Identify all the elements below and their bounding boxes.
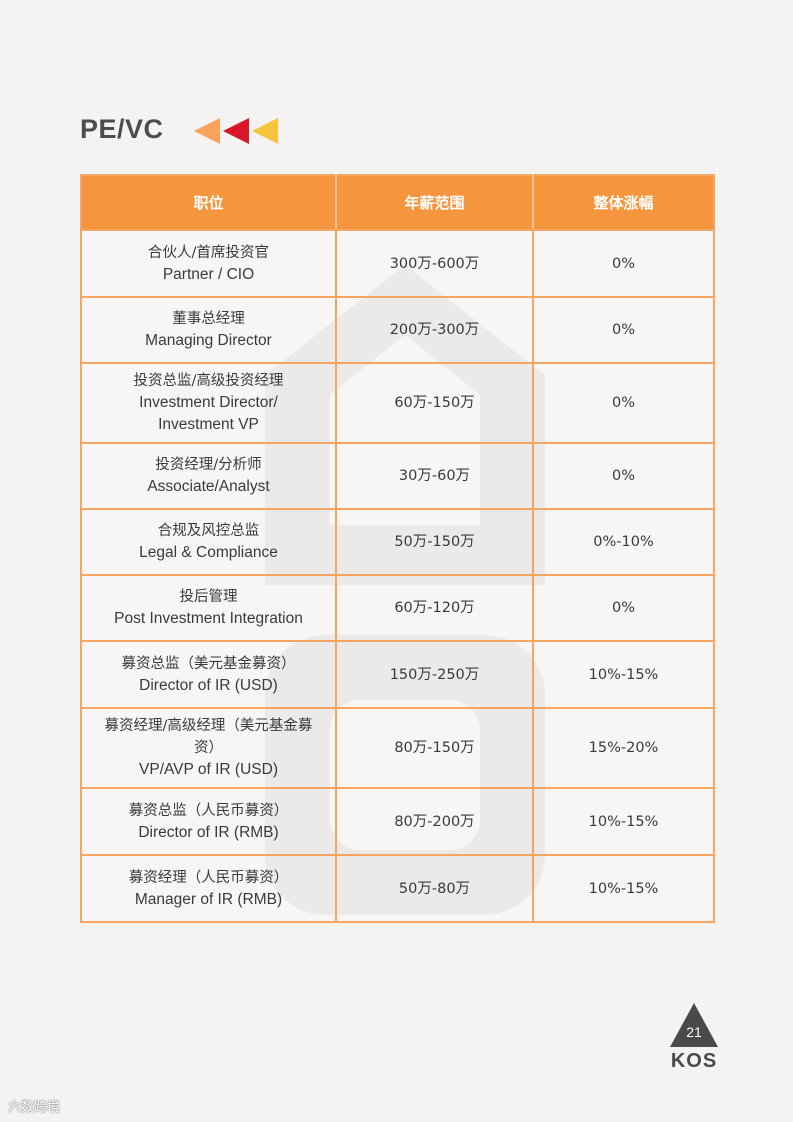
position-title-en: Managing Director: [145, 332, 272, 349]
position-title-en: Director of IR (RMB): [138, 823, 279, 841]
salary-range-cell: 60万-120万: [335, 574, 534, 642]
position-title-zh: 投资总监/高级投资经理: [133, 373, 284, 389]
increase-cell: 10%-15%: [532, 854, 715, 923]
header-overall-increase: 整体涨幅: [532, 174, 715, 231]
table-row: 募资经理（人民币募资） Manager of IR (RMB) 50万-80万 10%…: [80, 854, 715, 923]
increase-cell: 0%: [532, 362, 715, 444]
position-title-zh: 募资经理/高级经理（美元基金募: [104, 718, 313, 734]
table-row: 合规及风控总监 Legal & Compliance 50万-150万 0%-10%: [80, 508, 715, 576]
page-title: PE/VC: [80, 114, 164, 144]
source-watermark: 六数跨境: [8, 1100, 61, 1115]
header-position: 职位: [80, 174, 337, 231]
table-row: 募资经理/高级经理（美元基金募 资） VP/AVP of IR (USD) 80万-1…: [80, 707, 715, 789]
position-cell: 投后管理 Post Investment Integration: [80, 574, 337, 642]
position-cell: 募资经理/高级经理（美元基金募 资） VP/AVP of IR (USD): [80, 707, 337, 789]
table-row: 募资总监（美元基金募资） Director of IR (USD) 150万-250…: [80, 640, 715, 709]
position-cell: 募资总监（人民币募资） Director of IR (RMB): [80, 787, 337, 856]
position-title-zh: 资）: [194, 740, 223, 756]
salary-range-cell: 150万-250万: [335, 640, 534, 709]
arrows-decoration-icon: [194, 118, 278, 144]
salary-table: 职位 年薪范围 整体涨幅 合伙人/首席投资官 Partner / CIO 300万-…: [80, 174, 715, 923]
position-cell: 投资经理/分析师 Associate/Analyst: [80, 442, 337, 510]
position-title-zh: 募资经理（人民币募资）: [128, 869, 289, 886]
salary-range-cell: 60万-150万: [335, 362, 534, 444]
table-row: 合伙人/首席投资官 Partner / CIO 300万-600万 0%: [80, 229, 715, 298]
position-cell: 董事总经理 Managing Director: [80, 296, 337, 364]
salary-range-cell: 200万-300万: [335, 296, 534, 364]
increase-cell: 0%: [532, 574, 715, 642]
arrow-yellow-icon: [252, 118, 278, 144]
arrow-red-icon: [223, 118, 249, 144]
position-cell: 投资总监/高级投资经理 Investment Director/Investmen…: [80, 362, 337, 444]
salary-range-cell: 50万-150万: [335, 508, 534, 576]
salary-range-cell: 50万-80万: [335, 854, 534, 923]
salary-range-cell: 80万-200万: [335, 787, 534, 856]
table-row: 投资总监/高级投资经理 Investment Director/Investmen…: [80, 362, 715, 444]
position-title-zh: 募资总监（美元基金募资）: [121, 655, 296, 672]
triangle-logo-icon: [670, 1003, 718, 1047]
position-title-en: Investment Director/: [139, 394, 278, 411]
table-row: 投后管理 Post Investment Integration 60万-120万 0…: [80, 574, 715, 642]
increase-cell: 0%-10%: [532, 508, 715, 576]
position-title-en: Post Investment Integration: [114, 610, 303, 627]
salary-range-cell: 300万-600万: [335, 229, 534, 298]
position-title-zh: 合伙人/首席投资官: [148, 244, 269, 261]
arrow-orange-icon: [194, 118, 220, 144]
position-title-en: Associate/Analyst: [147, 478, 270, 495]
increase-cell: 10%-15%: [532, 787, 715, 856]
position-cell: 合伙人/首席投资官 Partner / CIO: [80, 229, 337, 298]
position-title-zh: 投资经理/分析师: [155, 457, 262, 473]
brand-name: KOS: [670, 1050, 718, 1072]
increase-cell: 0%: [532, 229, 715, 298]
position-title-zh: 合规及风控总监: [157, 523, 260, 539]
table-row: 投资经理/分析师 Associate/Analyst 30万-60万 0%: [80, 442, 715, 510]
increase-cell: 0%: [532, 442, 715, 510]
salary-range-cell: 30万-60万: [335, 442, 534, 510]
table-row: 董事总经理 Managing Director 200万-300万 0%: [80, 296, 715, 364]
table-body: 合伙人/首席投资官 Partner / CIO 300万-600万 0% 董事总经理 Ma…: [80, 229, 715, 923]
table-header-row: 职位 年薪范围 整体涨幅: [80, 174, 715, 231]
increase-cell: 0%: [532, 296, 715, 364]
kos-logo: 21 KOS: [669, 1002, 719, 1074]
position-title-en: Partner / CIO: [162, 265, 255, 283]
position-cell: 合规及风控总监 Legal & Compliance: [80, 508, 337, 576]
increase-cell: 15%-20%: [532, 707, 715, 789]
position-title-en: Director of IR (USD): [139, 676, 278, 694]
page-number: 21: [686, 1024, 702, 1040]
header-salary-range: 年薪范围: [335, 174, 534, 231]
salary-range-cell: 80万-150万: [335, 707, 534, 789]
position-cell: 募资总监（美元基金募资） Director of IR (USD): [80, 640, 337, 709]
position-title-en: VP/AVP of IR (USD): [139, 761, 278, 778]
position-title-zh: 募资总监（人民币募资）: [128, 802, 289, 819]
increase-cell: 10%-15%: [532, 640, 715, 709]
position-title-en: Manager of IR (RMB): [134, 890, 283, 908]
position-title-zh: 董事总经理: [172, 311, 245, 327]
position-title-en: Investment VP: [158, 416, 259, 433]
table-row: 募资总监（人民币募资） Director of IR (RMB) 80万-200万 1…: [80, 787, 715, 856]
position-cell: 募资经理（人民币募资） Manager of IR (RMB): [80, 854, 337, 923]
position-title-zh: 投后管理: [179, 589, 238, 605]
position-title-en: Legal & Compliance: [139, 544, 278, 561]
